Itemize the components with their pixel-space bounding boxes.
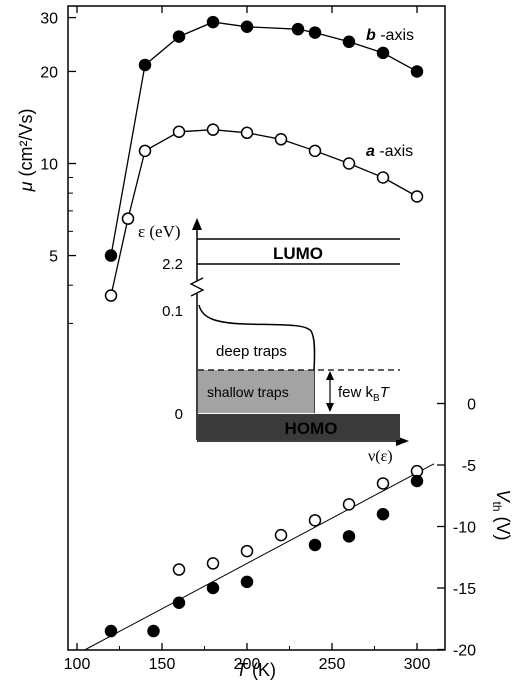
y-tick-label-mobility: 10 <box>40 157 58 174</box>
shallow-traps-region <box>198 370 314 413</box>
x-tick-label: 200 <box>234 656 261 673</box>
x-tick-label: 150 <box>149 656 176 673</box>
vth-fit-line <box>85 463 435 650</box>
y-tick-label-mobility: 30 <box>40 11 58 28</box>
mobility-point-a-axis <box>206 123 220 136</box>
energy-tick-0: 0 <box>175 406 183 423</box>
shallow-traps-label: shallow traps <box>207 384 289 400</box>
y-tick-label-vth: 0 <box>467 397 476 414</box>
few-kbt-arrowhead-top <box>326 371 334 380</box>
vth-point-filled <box>147 624 160 638</box>
y-tick-label-vth: -20 <box>453 643 476 660</box>
lumo-label: LUMO <box>273 244 323 263</box>
mobility-point-b-axis <box>172 30 186 43</box>
vth-point-filled <box>308 538 322 552</box>
energy-level-diagram: ε (eV) 2.2 0.1 0 LUMO deep traps shallow… <box>138 218 409 465</box>
mobility-point-b-axis <box>291 22 305 36</box>
mobility-point-b-axis <box>206 15 220 29</box>
mobility-point-b-axis <box>308 26 322 39</box>
homo-band <box>198 414 400 440</box>
mobility-point-a-axis <box>138 144 152 158</box>
axis-break-mark <box>189 277 205 297</box>
mobility-point-a-axis <box>376 171 390 184</box>
mobility-point-a-axis <box>104 289 118 302</box>
x-tick-label: 100 <box>64 656 91 673</box>
x-tick-label: 300 <box>404 656 431 673</box>
vth-point-open <box>172 563 186 576</box>
vth-point-open <box>240 544 254 558</box>
mobility-point-b-axis <box>376 46 390 60</box>
few-kbt-arrowhead-bottom <box>326 403 334 412</box>
mobility-point-a-axis <box>410 190 424 203</box>
mobility-point-b-axis <box>104 249 118 262</box>
vth-point-filled <box>376 507 390 521</box>
mobility-point-a-axis <box>308 144 322 158</box>
mobility-point-a-axis <box>172 125 186 139</box>
vth-point-open <box>308 514 322 527</box>
mobility-point-a-axis <box>342 157 356 170</box>
y-tick-label-mobility: 20 <box>40 64 58 81</box>
vth-point-filled <box>172 596 186 610</box>
mobility-plot <box>104 15 424 302</box>
y-axis-title-mobility: μ (cm²/Vs) <box>16 109 36 193</box>
mobility-point-b-axis <box>240 20 254 34</box>
energy-tick-2-2: 2.2 <box>162 256 183 273</box>
x-axis-title: T (K) <box>236 660 276 680</box>
vth-point-filled <box>206 581 220 595</box>
x-tick-label: 250 <box>319 656 346 673</box>
mobility-point-a-axis <box>240 126 254 140</box>
vth-point-open <box>376 477 390 490</box>
mobility-point-b-axis <box>342 35 356 49</box>
threshold-voltage-plot <box>85 463 435 650</box>
mobility-point-b-axis <box>138 58 152 72</box>
energy-axis-label: ε (eV) <box>138 222 181 241</box>
y-tick-label-mobility: 5 <box>49 249 58 266</box>
y-tick-label-vth: -15 <box>453 581 476 598</box>
y-tick-label-vth: -10 <box>453 520 476 537</box>
series-label-a-axis: a -axis <box>366 143 413 160</box>
deep-traps-label: deep traps <box>216 343 287 360</box>
vth-point-open <box>342 498 356 511</box>
y-tick-label-vth: -5 <box>462 458 476 475</box>
series-label-b-axis: b -axis <box>366 27 414 44</box>
vth-point-filled <box>104 624 118 638</box>
mobility-series-line <box>110 21 418 256</box>
vth-point-filled <box>342 530 356 543</box>
mobility-point-a-axis <box>274 133 288 146</box>
mobility-point-a-axis <box>121 212 135 225</box>
deep-trap-density-curve <box>198 304 316 413</box>
mobility-point-b-axis <box>410 65 424 78</box>
vth-point-filled <box>410 474 424 488</box>
homo-label: HOMO <box>285 419 338 438</box>
vth-point-filled <box>240 575 254 589</box>
energy-tick-0-1: 0.1 <box>162 303 183 320</box>
y-axis-title-vth: Vth (V) <box>490 489 513 540</box>
vth-point-open <box>274 528 288 542</box>
plot-frame <box>67 5 446 651</box>
energy-axis-arrowhead <box>192 218 202 230</box>
vth-point-open <box>206 557 220 570</box>
few-kbt-label: few kBT <box>338 384 391 404</box>
density-axis-label: ν(ε) <box>368 448 393 465</box>
